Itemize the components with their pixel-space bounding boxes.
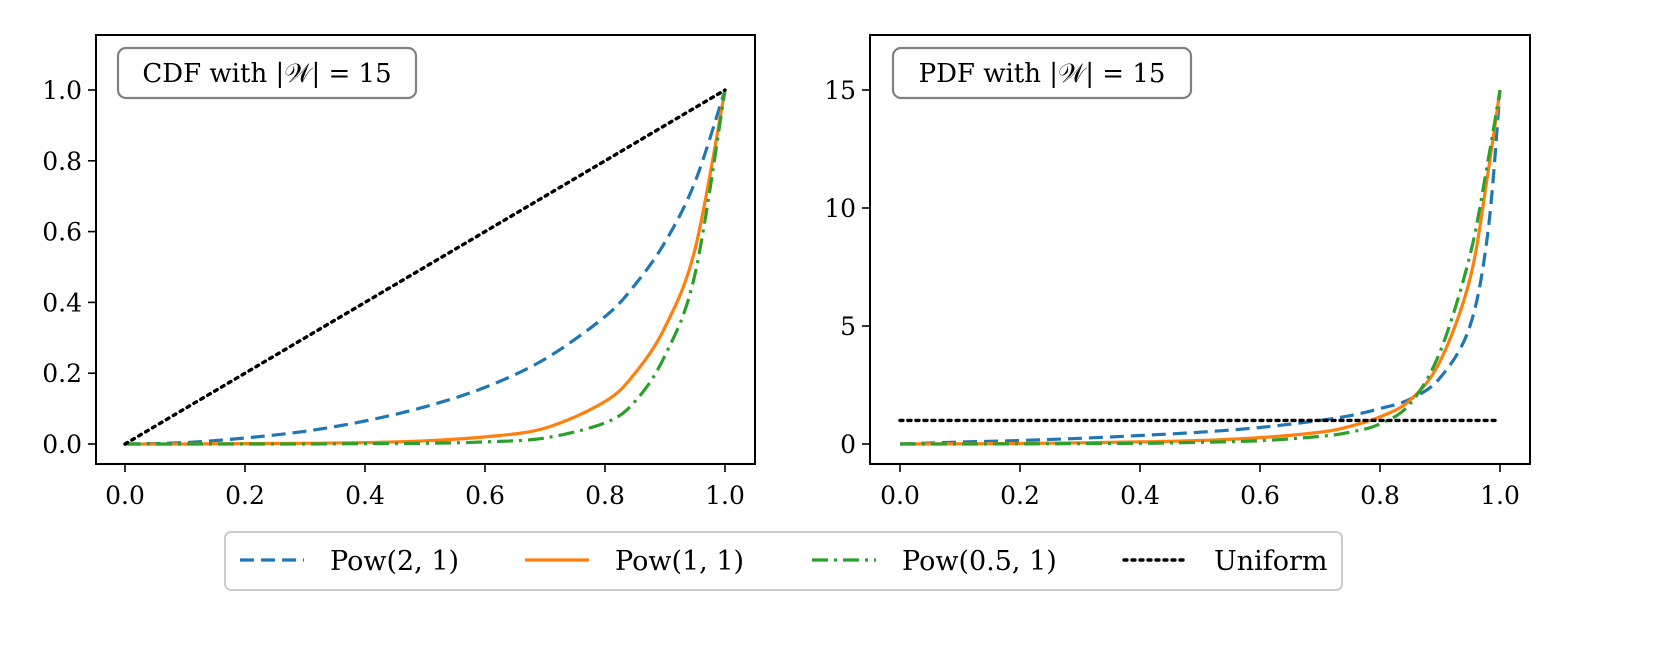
pdf-ytick-label-3: 15 (824, 76, 856, 105)
cdf-xtick-label-5: 1.0 (705, 481, 745, 510)
legend-label-pow-1-1: Pow(1, 1) (615, 546, 744, 577)
cdf-annotation-text: CDF with |𝒲| = 15 (142, 59, 391, 89)
cdf-ytick-label-3: 0.6 (42, 218, 82, 247)
cdf-series-pow-2-1 (124, 89, 727, 446)
cdf-series-pow-1-1 (124, 89, 727, 446)
pdf-annotation-box (891, 46, 1193, 100)
pdf-series-pow-1-1 (899, 89, 1502, 446)
legend-label-uniform: Uniform (1214, 546, 1328, 577)
pdf-ytick-label-0: 0 (840, 430, 856, 459)
cdf-xtick-label-3: 0.6 (465, 481, 505, 510)
pdf-xtick-label-1: 0.2 (1000, 481, 1040, 510)
pdf-series-pow-2-1 (899, 89, 1502, 446)
legend-label-pow-0-5-1: Pow(0.5, 1) (902, 546, 1057, 577)
cdf-series-pow-0-5-1 (125, 89, 727, 446)
cdf-annotation-box (116, 46, 418, 100)
cdf-ytick-label-1: 0.2 (42, 359, 82, 388)
cdf-xtick-label-2: 0.4 (345, 481, 385, 510)
pdf-xtick-label-5: 1.0 (1480, 481, 1520, 510)
cdf-ytick-label-0: 0.0 (42, 430, 82, 459)
pdf-axes-frame (869, 34, 1531, 465)
cdf-ytick-label-5: 1.0 (42, 76, 82, 105)
pdf-xtick-label-4: 0.8 (1360, 481, 1400, 510)
pdf-series-pow-0-5-1 (900, 89, 1502, 446)
pdf-panel: 0.0 0.2 0.4 0.6 0.8 1.0 0 5 10 15 PDF with |𝒲| = 1… (824, 34, 1531, 510)
pdf-xtick-label-0: 0.0 (880, 481, 920, 510)
legend-label-pow-2-1: Pow(2, 1) (330, 546, 459, 577)
cdf-series-uniform (123, 88, 727, 446)
cdf-panel: 0.0 0.2 0.4 0.6 0.8 1.0 0.0 0.2 0.4 0.6 0.8 1.0 CDF … (42, 34, 756, 510)
legend: Pow(2, 1) Pow(1, 1) Pow(0.5, 1) Uniform (224, 531, 1343, 591)
pdf-ytick-label-1: 5 (840, 312, 856, 341)
cdf-ytick-label-2: 0.4 (42, 288, 82, 317)
cdf-ytick-label-4: 0.8 (42, 147, 82, 176)
pdf-annotation-text: PDF with |𝒲| = 15 (919, 59, 1166, 89)
cdf-axes-frame (95, 34, 756, 465)
cdf-xtick-label-1: 0.2 (225, 481, 265, 510)
pdf-xtick-label-2: 0.4 (1120, 481, 1160, 510)
pdf-ytick-label-2: 10 (824, 194, 856, 223)
cdf-xtick-label-0: 0.0 (105, 481, 145, 510)
legend-frame (224, 531, 1343, 591)
pdf-xtick-label-3: 0.6 (1240, 481, 1280, 510)
cdf-xtick-label-4: 0.8 (585, 481, 625, 510)
